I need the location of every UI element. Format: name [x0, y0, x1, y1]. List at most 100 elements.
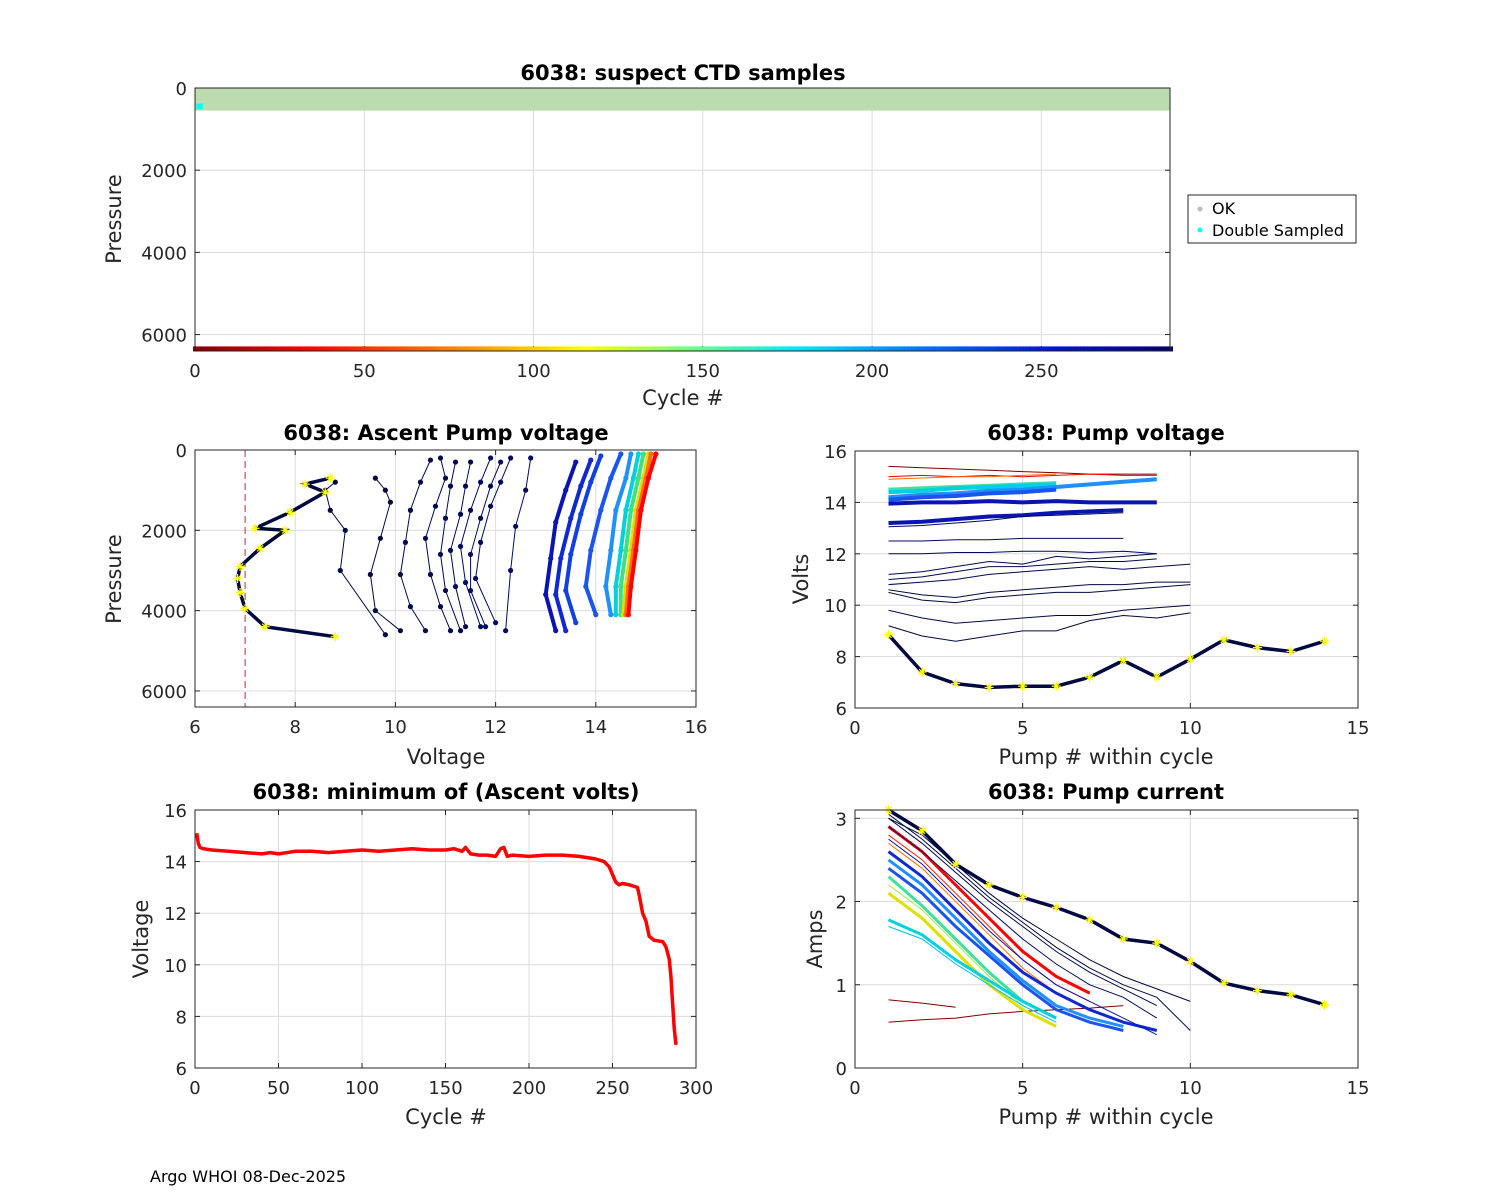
cycle-color-marker	[253, 346, 259, 352]
cycle-color-marker	[995, 346, 1001, 352]
ascent-profile-point	[452, 583, 459, 590]
cycle-color-marker	[358, 346, 364, 352]
min-voltage-line	[194, 832, 678, 1045]
ctd-xtick-label: 50	[353, 361, 376, 382]
ascent-xtick-label: 8	[289, 717, 300, 738]
cycle-color-marker	[947, 346, 953, 352]
ascent-profile-point	[477, 539, 484, 545]
ascent-profile-point	[327, 507, 333, 513]
cycle-color-marker	[467, 346, 473, 352]
cycle-color-marker	[1012, 346, 1018, 352]
pump-current-series	[887, 891, 1057, 1028]
cycle-color-marker	[812, 346, 818, 352]
ascent-profile-point	[608, 475, 614, 481]
ascent-profile-line	[603, 453, 633, 615]
pumpc-xtick-label: 15	[1347, 1078, 1370, 1099]
cycle-color-marker	[765, 346, 771, 352]
ascent-profile-point	[543, 591, 549, 598]
cycle-color-marker	[1137, 346, 1143, 352]
cycle-color-marker	[555, 346, 561, 352]
ascent-profile-point	[462, 624, 469, 630]
cycle-color-marker	[558, 346, 564, 352]
cycle-color-marker	[477, 346, 483, 352]
cycle-color-marker	[778, 346, 784, 352]
cycle-color-marker	[714, 346, 720, 352]
ascent-profile-point	[613, 507, 619, 513]
pump-voltage-series	[888, 550, 1157, 555]
cycle-color-marker	[281, 346, 287, 352]
ascent-profile-point	[588, 457, 594, 463]
cycle-color-marker	[362, 346, 368, 352]
cycle-color-marker	[1073, 346, 1079, 352]
cycle-color-marker	[318, 346, 324, 352]
ascent-profile-point	[578, 511, 584, 517]
cycle-color-marker	[795, 346, 801, 352]
cycle-color-marker	[274, 346, 280, 352]
last-profile-marker	[233, 574, 243, 583]
ascent-profile-point	[457, 511, 464, 517]
cycle-color-marker	[562, 346, 568, 352]
cycle-color-marker	[653, 346, 659, 352]
cycle-color-marker	[541, 346, 547, 352]
ascent-profile-point	[477, 515, 484, 521]
ascent-profile-point	[633, 547, 639, 553]
cycle-color-marker	[707, 346, 713, 352]
minv-ytick-label: 6	[176, 1059, 187, 1080]
cycle-color-marker	[761, 346, 767, 352]
cycle-color-marker	[209, 346, 215, 352]
cycle-color-marker	[308, 346, 314, 352]
cycle-color-marker	[399, 346, 405, 352]
cycle-color-marker	[1063, 346, 1069, 352]
minv-frame	[194, 809, 697, 1069]
ascent-profile-line	[613, 453, 641, 615]
pump-voltage-series	[888, 584, 1191, 604]
pump-current-series	[888, 817, 1158, 1007]
cycle-color-marker	[944, 346, 950, 352]
ascent-profile-point	[397, 628, 404, 634]
cycle-color-marker	[348, 346, 354, 352]
cycle-color-marker	[284, 346, 290, 352]
cycle-color-marker	[213, 346, 219, 352]
pump-voltage-series	[888, 558, 1157, 580]
cycle-color-marker	[470, 346, 476, 352]
cycle-color-marker	[961, 346, 967, 352]
cycle-color-marker	[484, 346, 490, 352]
minv-ytick-label: 16	[164, 801, 187, 822]
cycle-color-marker	[819, 346, 825, 352]
ascent-profile-point	[427, 571, 434, 578]
ctd-title: 6038: suspect CTD samples	[520, 61, 845, 85]
cycle-color-marker	[443, 346, 449, 352]
cycle-color-marker	[727, 346, 733, 352]
ascent-profile-point	[618, 583, 624, 590]
cycle-color-marker	[606, 346, 612, 352]
ascent-profile-point	[482, 624, 489, 630]
cycle-color-marker	[826, 346, 832, 352]
pump-current-series	[887, 867, 1124, 1032]
ascent-profile-point	[477, 479, 484, 485]
cycle-color-marker	[595, 346, 601, 352]
cycle-color-marker	[981, 346, 987, 352]
cycle-color-marker	[1154, 346, 1160, 352]
cycle-color-marker	[991, 346, 997, 352]
cycle-color-marker	[1005, 346, 1011, 352]
ascent-profile-point	[372, 608, 378, 614]
pump-current-last-cycle	[887, 808, 1325, 1007]
ascent-xtick-label: 6	[189, 717, 200, 738]
ascent-ytick-label: 2000	[141, 521, 187, 542]
ascent-profile-point	[628, 451, 634, 457]
ascent-profile-point	[593, 612, 599, 618]
cycle-color-marker	[203, 346, 209, 352]
ascent-profile-line	[470, 461, 502, 627]
cycle-color-marker	[629, 346, 635, 352]
cycle-color-marker	[565, 346, 571, 352]
cycle-color-marker	[897, 346, 903, 352]
cycle-color-marker	[426, 346, 432, 352]
ascent-profile-point	[442, 515, 449, 521]
legend-double-sampled-label: Double Sampled	[1212, 221, 1344, 240]
ascent-profile-point	[342, 527, 348, 533]
cycle-color-marker	[748, 346, 754, 352]
cycle-color-marker	[328, 346, 334, 352]
ascent-profile-point	[402, 539, 409, 545]
cycle-color-marker	[788, 346, 794, 352]
ascent-profile-point	[397, 571, 404, 578]
